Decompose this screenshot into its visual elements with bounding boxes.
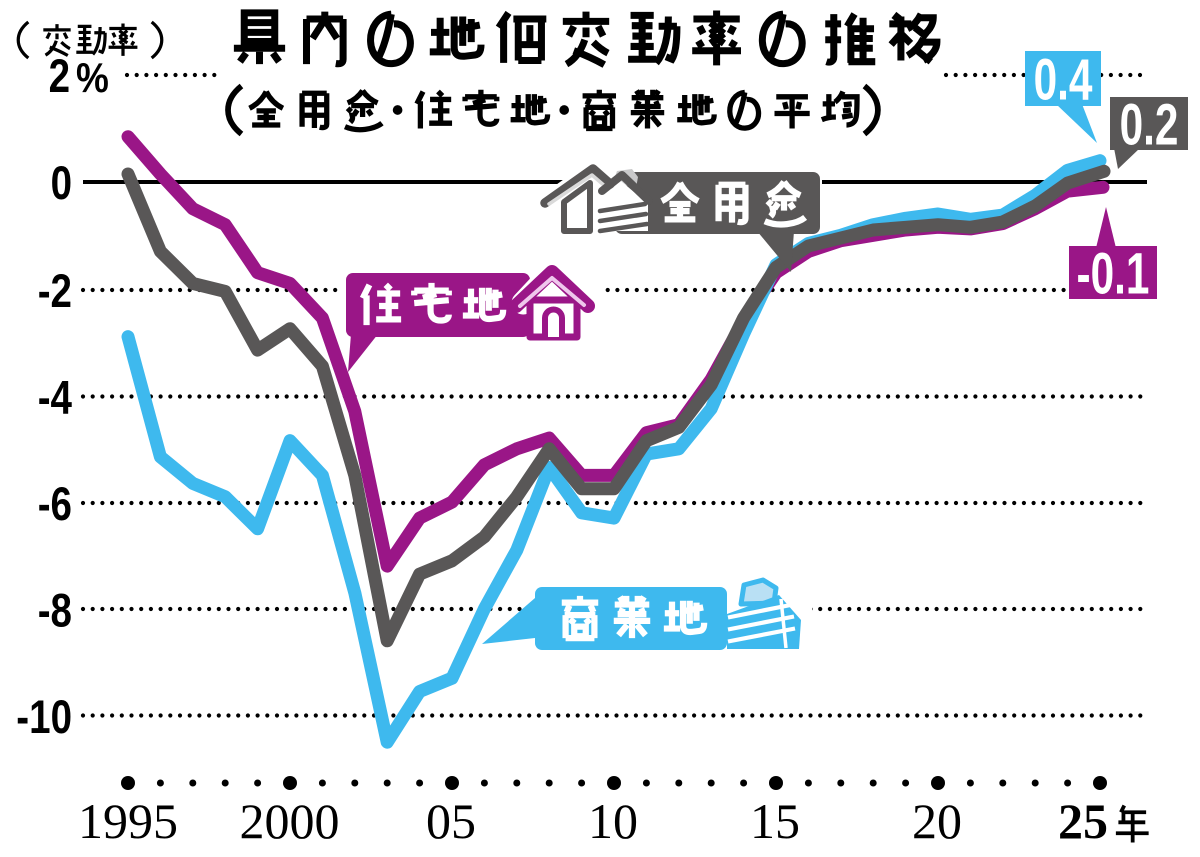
svg-text:05: 05 [426,793,476,849]
svg-text:-2: -2 [38,265,72,317]
svg-text:25: 25 [1058,793,1108,849]
svg-text:0.2: 0.2 [1120,92,1179,157]
svg-text:-6: -6 [38,478,72,530]
svg-text:-0.1: -0.1 [1077,241,1150,306]
svg-text:0.4: 0.4 [1034,47,1093,112]
svg-text:20: 20 [912,793,962,849]
svg-text:-4: -4 [38,372,72,424]
svg-text:2000: 2000 [240,793,340,849]
svg-text:%: % [76,55,109,102]
svg-text:-8: -8 [38,585,72,637]
svg-text:2: 2 [49,50,70,102]
svg-text:15: 15 [750,793,800,849]
svg-text:10: 10 [588,793,638,849]
svg-text:1995: 1995 [78,793,178,849]
svg-text:0: 0 [51,157,72,209]
svg-text:-10: -10 [16,691,72,743]
